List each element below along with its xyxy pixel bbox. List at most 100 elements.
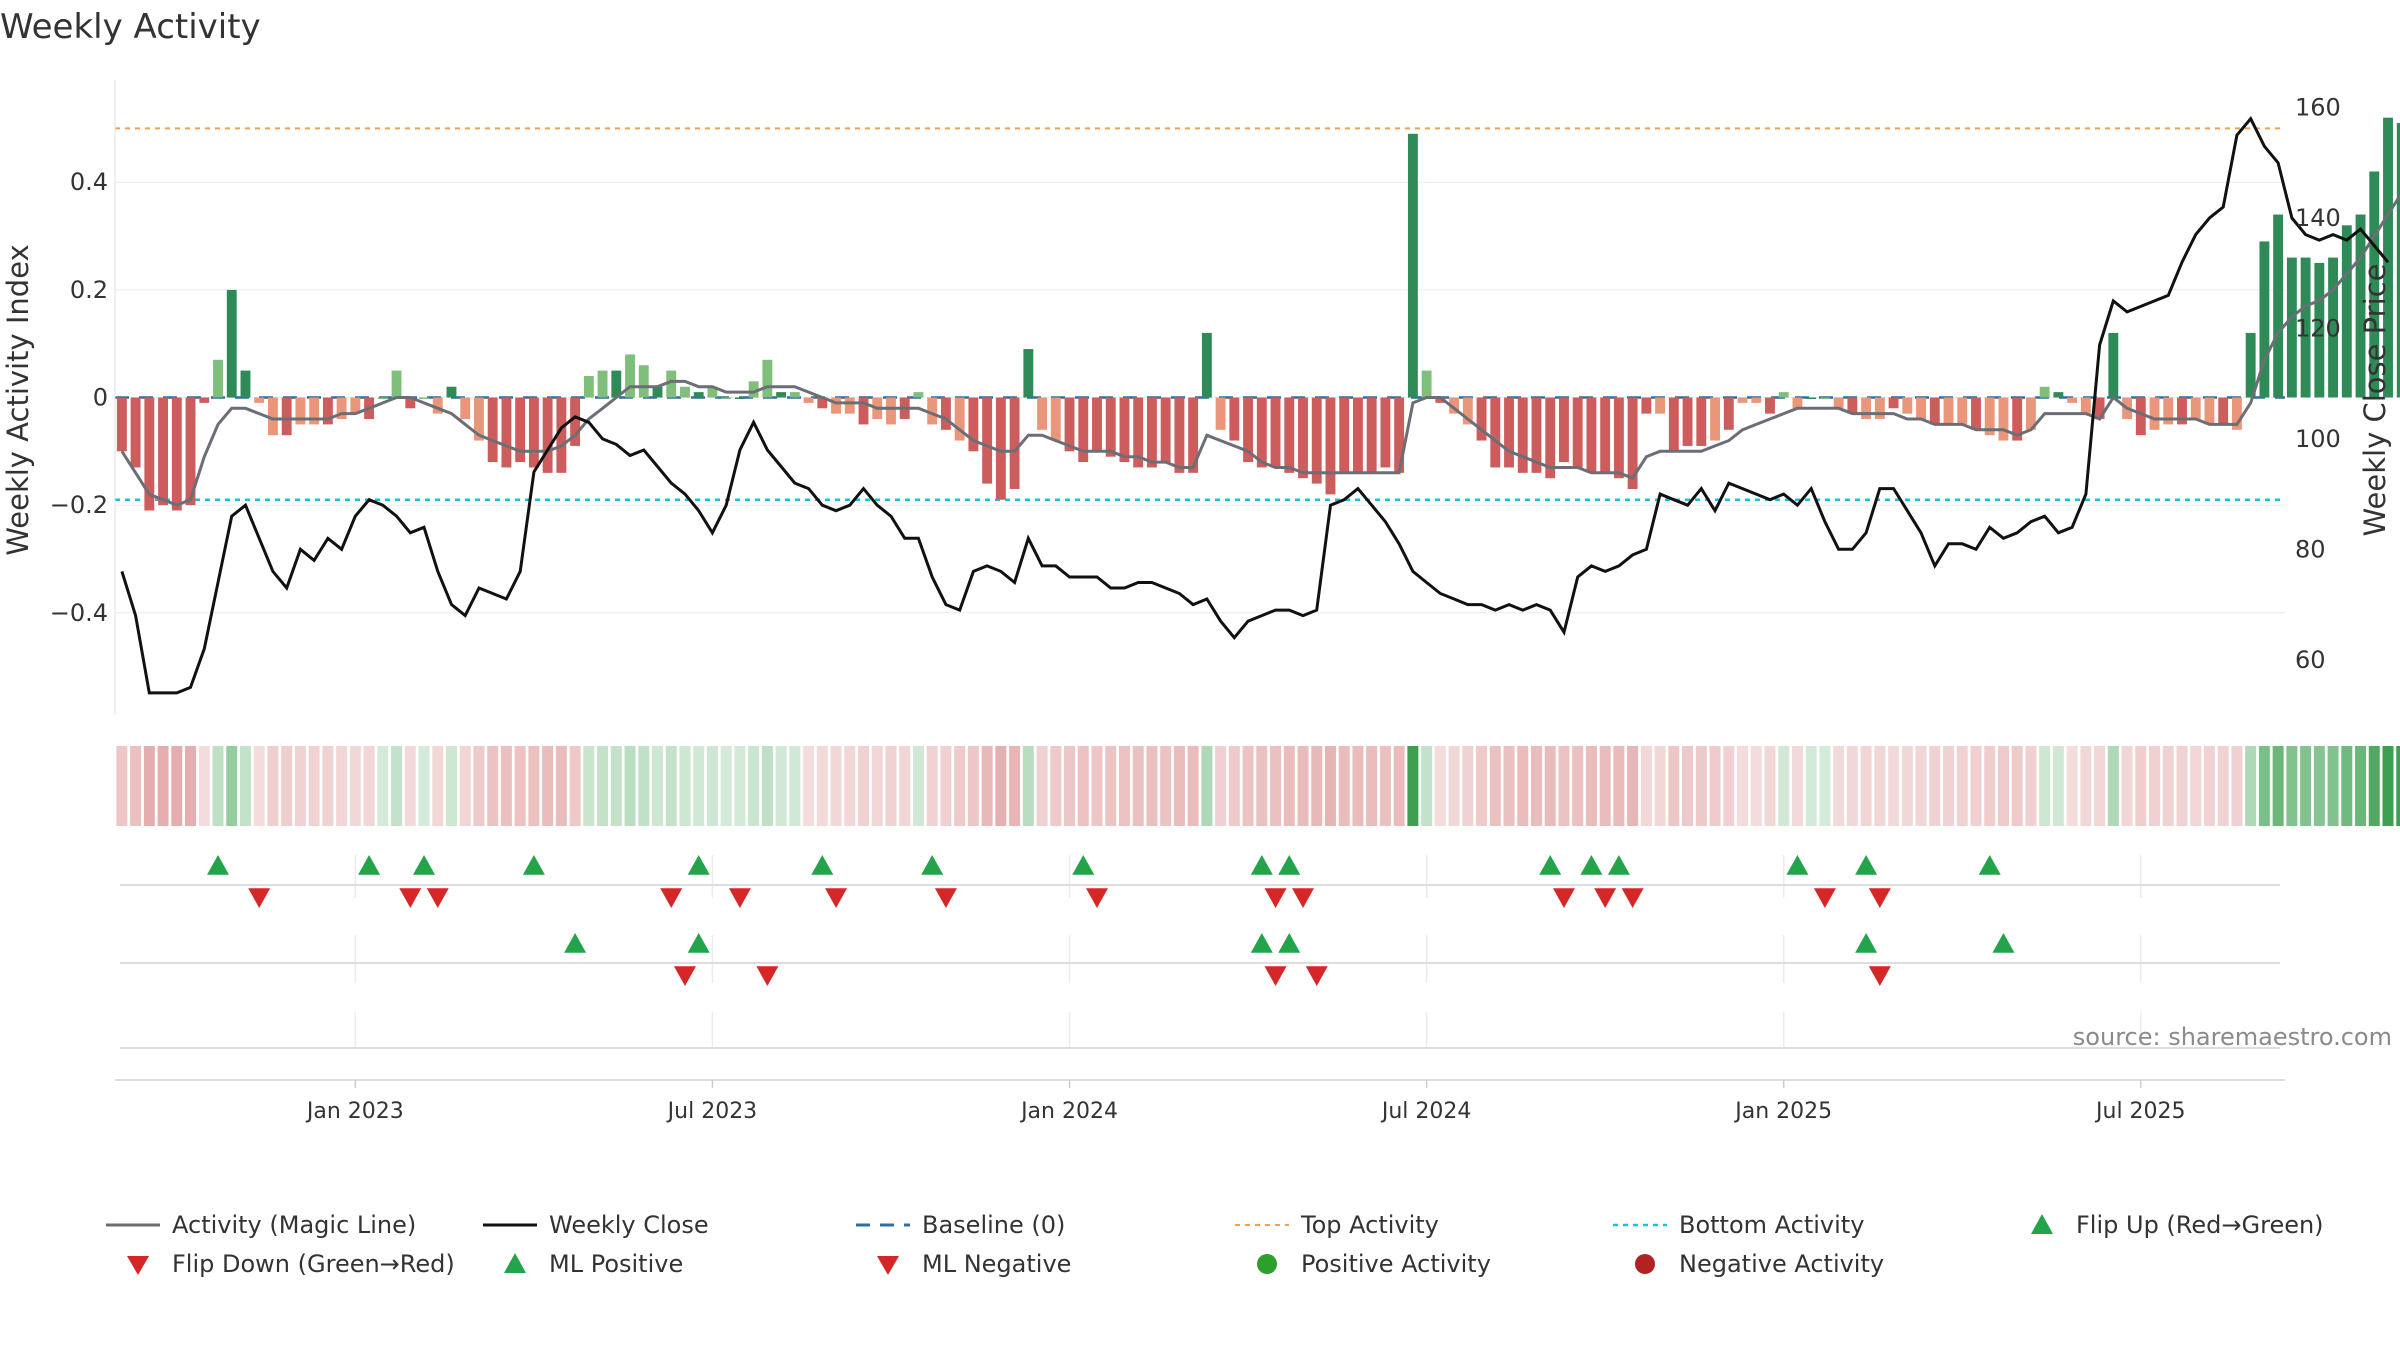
heat-strip-cell bbox=[1517, 746, 1529, 826]
heat-strip-cell bbox=[336, 746, 348, 826]
activity-bar bbox=[1586, 397, 1597, 473]
flip-down-marker bbox=[248, 888, 271, 908]
activity-bar bbox=[2053, 392, 2064, 398]
heat-strip-cell bbox=[2149, 746, 2161, 826]
heat-strip-cell bbox=[885, 746, 897, 826]
right-tick-label: 100 bbox=[2295, 425, 2341, 453]
heat-strip-cell bbox=[2355, 746, 2367, 826]
activity-bar bbox=[254, 397, 265, 403]
heat-strip-cell bbox=[1091, 746, 1103, 826]
activity-bar bbox=[1490, 397, 1501, 468]
heat-strip-cell bbox=[2368, 746, 2380, 826]
activity-bar bbox=[1531, 397, 1542, 473]
heat-strip-cell bbox=[610, 746, 622, 826]
heat-strip-cell bbox=[1324, 746, 1336, 826]
activity-bar bbox=[1352, 397, 1363, 473]
heat-strip-cell bbox=[294, 746, 306, 826]
heat-strip-cell bbox=[1311, 746, 1323, 826]
activity-bar bbox=[1819, 397, 1830, 399]
heat-strip-cell bbox=[1929, 746, 1941, 826]
heat-strip-cell bbox=[789, 746, 801, 826]
activity-bar bbox=[2396, 123, 2400, 398]
heat-strip-cell bbox=[1819, 746, 1831, 826]
legend-item-flipdown: Flip Down (Green→Red) bbox=[127, 1250, 455, 1278]
activity-bar bbox=[1517, 397, 1528, 473]
heat-strip-cell bbox=[1146, 746, 1158, 826]
legend-swatch bbox=[877, 1256, 899, 1275]
heat-strip-cell bbox=[1860, 746, 1872, 826]
legend-label: ML Positive bbox=[549, 1250, 683, 1278]
heat-strip-cell bbox=[363, 746, 375, 826]
ml-negative-marker bbox=[1305, 966, 1328, 986]
activity-bar bbox=[1037, 397, 1048, 430]
activity-bar bbox=[1009, 397, 1020, 489]
activity-bar bbox=[1284, 397, 1295, 473]
activity-bar bbox=[1435, 397, 1446, 403]
flip-up-marker bbox=[1607, 855, 1630, 875]
activity-bar bbox=[803, 397, 814, 403]
activity-bar bbox=[460, 397, 471, 420]
activity-bar bbox=[2300, 257, 2311, 398]
activity-bar bbox=[1916, 397, 1926, 420]
flip-down-marker bbox=[1621, 888, 1644, 908]
heat-strip-cell bbox=[226, 746, 238, 826]
heat-strip-cell bbox=[555, 746, 567, 826]
heat-strip-cell bbox=[2396, 746, 2400, 826]
heat-strip-cell bbox=[1338, 746, 1350, 826]
activity-bar bbox=[831, 397, 841, 414]
flip-down-marker bbox=[660, 888, 683, 908]
heat-strip-cell bbox=[583, 746, 595, 826]
heat-strip-cell bbox=[858, 746, 870, 826]
heat-strip-cell bbox=[1256, 746, 1268, 826]
heat-strip-cell bbox=[212, 746, 224, 826]
heat-strip-cell bbox=[116, 746, 128, 826]
activity-bar bbox=[734, 397, 745, 399]
heat-strip-cell bbox=[445, 746, 457, 826]
heat-strip-cell bbox=[1297, 746, 1309, 826]
heat-strip-cell bbox=[706, 746, 718, 826]
heat-strip-cell bbox=[1695, 746, 1707, 826]
heat-strip-cell bbox=[1750, 746, 1762, 826]
activity-bar bbox=[1201, 332, 1212, 398]
activity-bar bbox=[281, 397, 292, 436]
heat-strip-cell bbox=[198, 746, 210, 826]
heat-strip-cell bbox=[1462, 746, 1474, 826]
heat-strip-cell bbox=[652, 746, 663, 826]
heat-strip-cell bbox=[239, 746, 251, 826]
activity-bar bbox=[2108, 332, 2119, 398]
heat-strip-cell bbox=[1613, 746, 1625, 826]
flip-up-marker bbox=[207, 855, 230, 875]
activity-bar bbox=[721, 397, 732, 399]
heat-strip-cell bbox=[1283, 746, 1295, 826]
reference-lines bbox=[115, 127, 2285, 501]
x-tick-label: Jan 2023 bbox=[305, 1099, 404, 1124]
activity-bar bbox=[199, 397, 210, 403]
heat-strip-cell bbox=[528, 746, 540, 826]
activity-bar bbox=[625, 354, 635, 398]
activity-bar bbox=[1902, 397, 1913, 414]
x-tick-label: Jul 2023 bbox=[666, 1099, 758, 1124]
heat-strip-cell bbox=[1421, 746, 1433, 826]
activity-bar bbox=[1050, 397, 1061, 441]
activity-bar bbox=[267, 397, 278, 436]
activity-bar bbox=[1559, 397, 1569, 463]
heat-strip-cell bbox=[1215, 746, 1227, 826]
activity-bar bbox=[2273, 214, 2284, 398]
activity-bar bbox=[968, 397, 979, 452]
activity-bar bbox=[1696, 397, 1707, 446]
activity-bar bbox=[2259, 241, 2270, 398]
legend-item-posact: Positive Activity bbox=[1257, 1250, 1491, 1278]
activity-bar bbox=[2245, 332, 2256, 398]
activity-bar bbox=[817, 397, 828, 409]
activity-bar bbox=[2067, 397, 2078, 403]
activity-bar bbox=[1668, 397, 1679, 452]
heat-strip-cell bbox=[1379, 746, 1391, 826]
activity-bar bbox=[2012, 397, 2023, 441]
legend-swatch bbox=[1257, 1254, 1277, 1274]
activity-bar bbox=[1462, 397, 1473, 425]
activity-bar bbox=[1545, 397, 1556, 479]
activity-bar bbox=[528, 397, 539, 468]
activity-bar bbox=[844, 397, 855, 414]
activity-bar bbox=[776, 392, 787, 398]
heat-strip-cell bbox=[1064, 746, 1076, 826]
